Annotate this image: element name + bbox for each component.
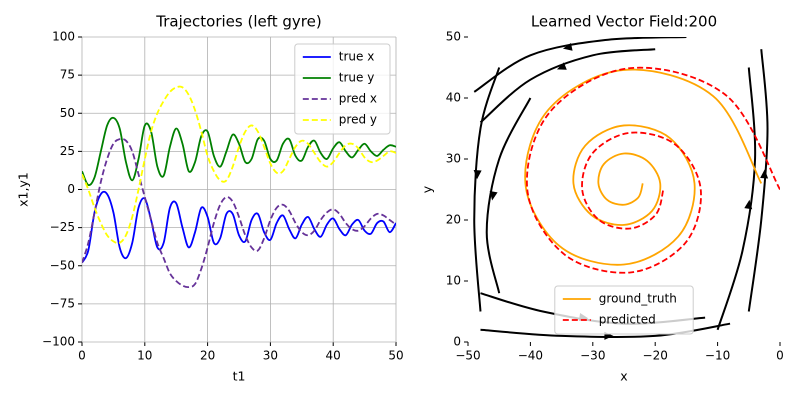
arrow [562, 42, 573, 51]
plot-area [82, 85, 396, 289]
legend-label: true y [339, 71, 375, 85]
streamline [479, 48, 656, 124]
chart-title: Trajectories (left gyre) [155, 13, 321, 31]
x-tick-label: 0 [776, 349, 784, 363]
x-tick-label: −10 [705, 349, 730, 363]
x-tick-label: 10 [137, 349, 152, 363]
series-line [82, 190, 396, 264]
arrow [744, 199, 753, 210]
y-axis-label: y [420, 185, 435, 193]
y-tick-label: −75 [50, 296, 75, 310]
arrow [760, 169, 769, 179]
y-tick-label: 20 [446, 213, 461, 227]
y-tick-label: 30 [446, 152, 461, 166]
x-tick-label: −40 [518, 349, 543, 363]
series-line [524, 68, 763, 266]
y-tick-label: 0 [67, 182, 75, 196]
x-tick-label: −30 [580, 349, 605, 363]
x-tick-label: 0 [78, 349, 86, 363]
series-line [82, 137, 396, 289]
y-tick-label: 75 [60, 68, 75, 82]
legend-label: pred y [339, 113, 377, 127]
legend-label: predicted [599, 313, 656, 327]
y-tick-label: −25 [50, 220, 75, 234]
x-tick-label: 30 [263, 349, 278, 363]
x-axis-label: t1 [233, 369, 246, 384]
streamline [480, 322, 731, 339]
x-axis-label: x [620, 369, 627, 384]
x-tick-label: 50 [388, 349, 403, 363]
chart-title: Learned Vector Field:200 [531, 13, 717, 31]
series-line [82, 85, 396, 245]
legend-label: ground_truth [599, 292, 677, 306]
y-tick-label: 25 [60, 144, 75, 158]
y-tick-label: 40 [446, 91, 461, 105]
legend-box [554, 285, 694, 335]
panel: Trajectories (left gyre) t1 x1,y1 0 10 20 30 40… [16, 13, 404, 384]
x-tick-label: 20 [200, 349, 215, 363]
panel: Learned Vector Field:200 x y −50 −40 −30 −20 −1… [420, 13, 784, 384]
arrow [473, 169, 482, 180]
arrow [489, 190, 498, 201]
y-tick-label: −50 [50, 258, 75, 272]
streamline [473, 67, 501, 312]
legend-label: true x [339, 50, 375, 64]
legend: ground_truth predicted [554, 285, 694, 335]
y-tick-label: −100 [42, 335, 75, 349]
y-tick-label: 50 [60, 106, 75, 120]
y-tick-label: 50 [446, 30, 461, 44]
x-tick-label: −20 [643, 349, 668, 363]
y-tick-label: 0 [453, 335, 461, 349]
y-axis-label: x1,y1 [16, 172, 31, 207]
legend: true x true y pred x pred y [294, 43, 391, 135]
y-tick-label: 10 [446, 274, 461, 288]
y-tick-label: 100 [52, 30, 75, 44]
legend-box [294, 43, 391, 135]
series-line [526, 66, 780, 274]
arrow [556, 62, 567, 70]
series-line [82, 116, 396, 186]
x-tick-label: 40 [326, 349, 341, 363]
x-tick-label: −50 [455, 349, 480, 363]
legend-label: pred x [339, 92, 377, 106]
